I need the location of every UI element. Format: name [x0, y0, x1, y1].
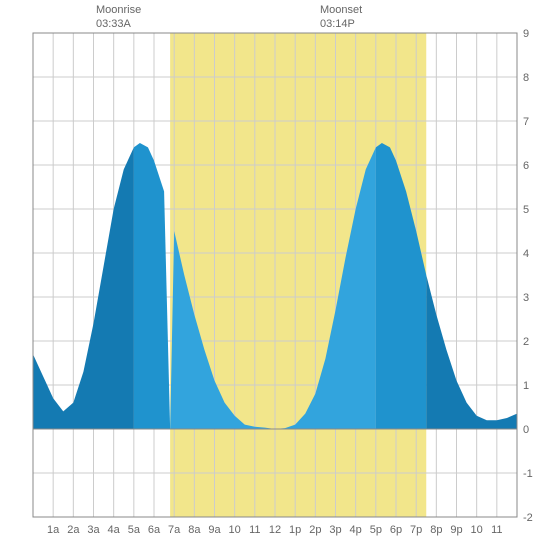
svg-text:7p: 7p [410, 524, 422, 536]
svg-text:1p: 1p [289, 524, 301, 536]
moonrise-title: Moonrise [96, 3, 141, 17]
svg-text:11: 11 [491, 524, 502, 536]
svg-text:5p: 5p [370, 524, 382, 536]
svg-text:2p: 2p [309, 524, 321, 536]
svg-text:3: 3 [523, 292, 529, 304]
moonrise-time: 03:33A [96, 17, 141, 31]
svg-text:8p: 8p [430, 524, 442, 536]
svg-text:7: 7 [523, 116, 529, 128]
tide-chart: Moonrise 03:33A Moonset 03:14P 1a2a3a4a5… [0, 0, 550, 550]
svg-text:7a: 7a [168, 524, 181, 536]
svg-text:-2: -2 [523, 512, 533, 524]
svg-text:10: 10 [229, 524, 241, 536]
svg-text:1a: 1a [47, 524, 60, 536]
svg-text:6a: 6a [148, 524, 161, 536]
moonset-label: Moonset 03:14P [320, 3, 362, 32]
svg-text:10: 10 [471, 524, 483, 536]
svg-text:11: 11 [249, 524, 260, 536]
svg-text:4: 4 [523, 248, 529, 260]
svg-text:2: 2 [523, 336, 529, 348]
svg-text:-1: -1 [523, 468, 533, 480]
chart-svg: 1a2a3a4a5a6a7a8a9a1011121p2p3p4p5p6p7p8p… [0, 0, 550, 550]
svg-text:12: 12 [269, 524, 281, 536]
svg-text:9: 9 [523, 28, 529, 40]
svg-text:1: 1 [523, 380, 529, 392]
svg-text:9a: 9a [208, 524, 221, 536]
svg-text:5: 5 [523, 204, 529, 216]
moonset-title: Moonset [320, 3, 362, 17]
svg-text:5a: 5a [128, 524, 141, 536]
svg-text:0: 0 [523, 424, 529, 436]
svg-text:2a: 2a [67, 524, 80, 536]
svg-text:4a: 4a [108, 524, 121, 536]
svg-text:3a: 3a [87, 524, 100, 536]
svg-text:8a: 8a [188, 524, 201, 536]
svg-text:6p: 6p [390, 524, 402, 536]
moonset-time: 03:14P [320, 17, 362, 31]
moonrise-label: Moonrise 03:33A [96, 3, 141, 32]
svg-text:3p: 3p [329, 524, 341, 536]
svg-text:6: 6 [523, 160, 529, 172]
svg-text:4p: 4p [350, 524, 362, 536]
svg-text:8: 8 [523, 72, 529, 84]
svg-text:9p: 9p [450, 524, 462, 536]
